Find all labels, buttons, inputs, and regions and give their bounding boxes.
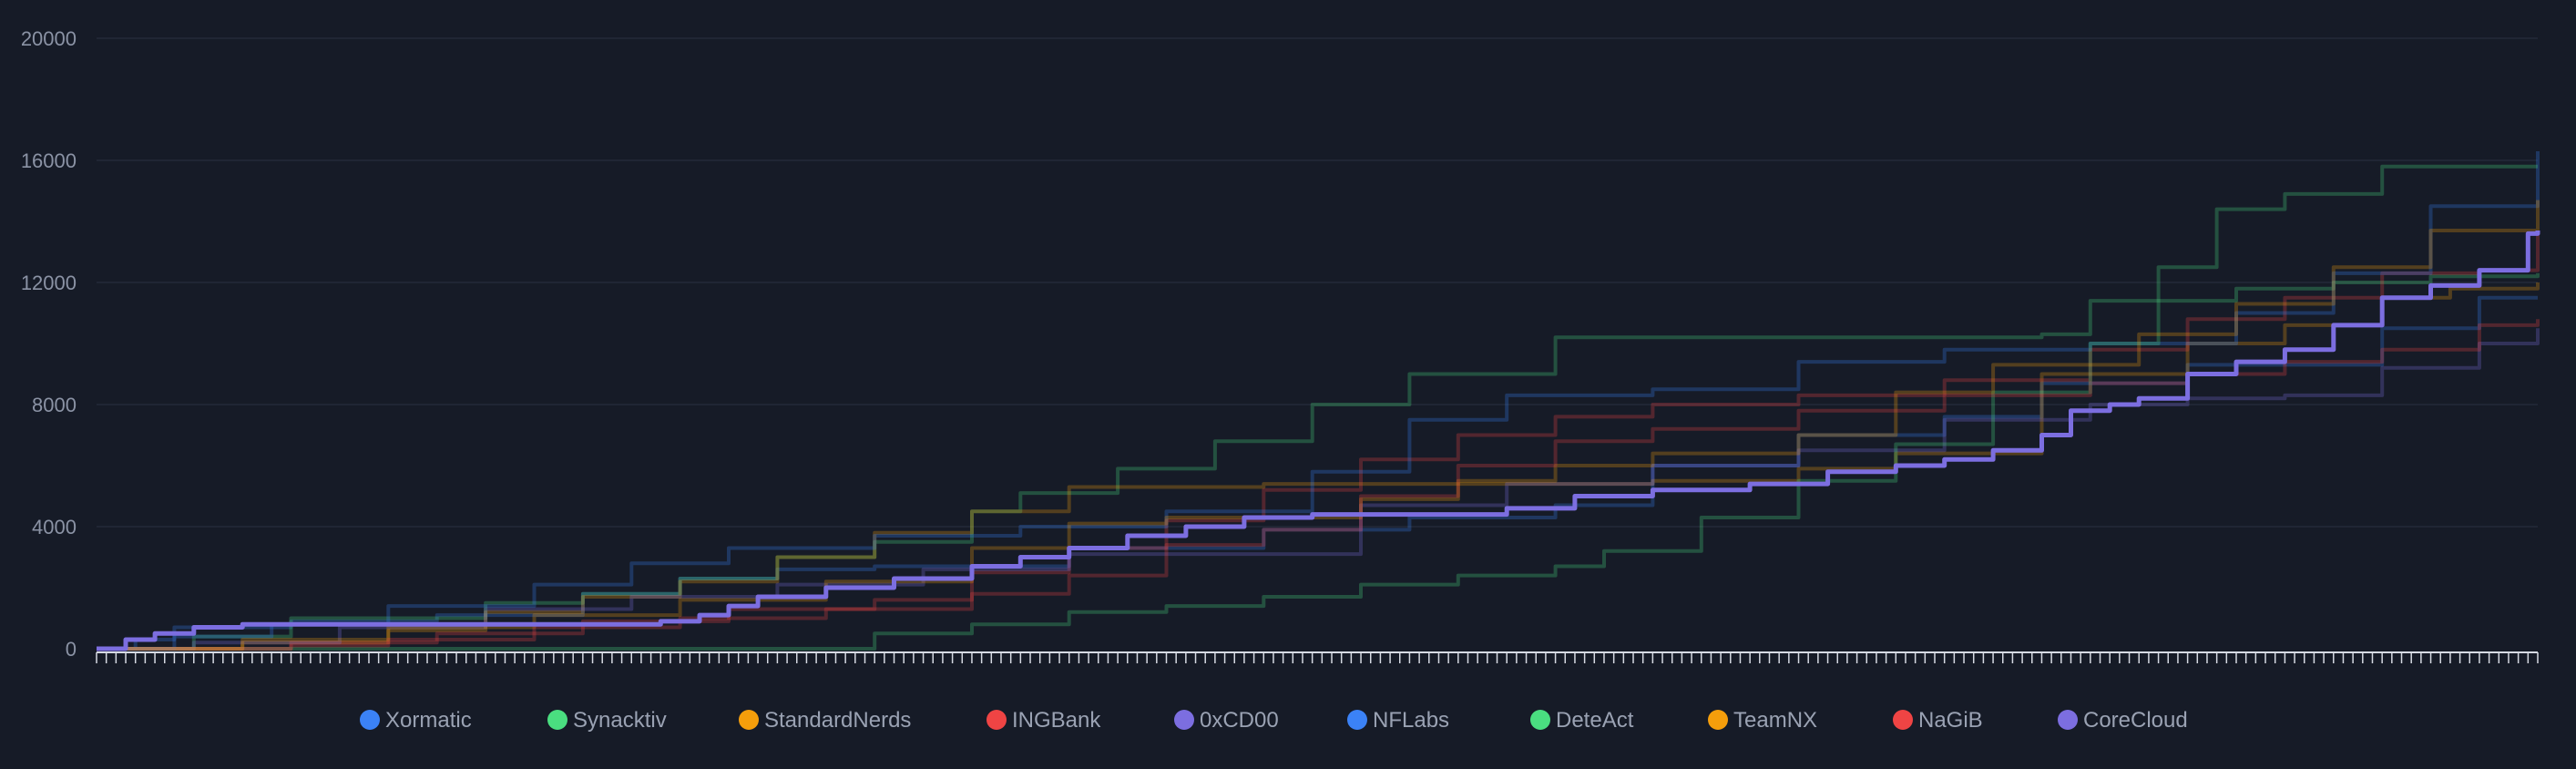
y-tick-label: 0	[66, 638, 77, 661]
legend-label: INGBank	[1012, 708, 1101, 733]
series-line-deteact[interactable]	[97, 167, 2538, 649]
series-line-synacktiv[interactable]	[97, 273, 2538, 649]
legend-item-deteact[interactable]: DeteAct	[1530, 708, 1634, 733]
legend-swatch	[547, 710, 567, 730]
legend-swatch	[360, 710, 380, 730]
legend-item-standardnerds[interactable]: StandardNerds	[739, 708, 911, 733]
gridlines	[97, 38, 2538, 527]
series-line-standardnerds[interactable]	[97, 282, 2538, 649]
legend-label: TeamNX	[1733, 708, 1817, 733]
series-lines	[97, 151, 2538, 649]
legend-swatch	[1708, 710, 1728, 730]
legend-label: NFLabs	[1373, 708, 1449, 733]
legend-label: DeteAct	[1556, 708, 1634, 733]
series-line-corecloud[interactable]	[97, 231, 2538, 649]
legend-swatch	[986, 710, 1007, 730]
y-tick-label: 20000	[21, 27, 77, 50]
legend-swatch	[1893, 710, 1913, 730]
legend-label: 0xCD00	[1200, 708, 1279, 733]
legend-item-0xcd00[interactable]: 0xCD00	[1174, 708, 1279, 733]
legend-label: Xormatic	[385, 708, 472, 733]
legend-item-nflabs[interactable]: NFLabs	[1347, 708, 1449, 733]
legend-item-corecloud[interactable]: CoreCloud	[2058, 708, 2188, 733]
legend-label: Synacktiv	[573, 708, 667, 733]
legend-item-nagib[interactable]: NaGiB	[1893, 708, 1983, 733]
legend-item-synacktiv[interactable]: Synacktiv	[547, 708, 667, 733]
series-line-ingbank[interactable]	[97, 231, 2538, 649]
legend-item-ingbank[interactable]: INGBank	[986, 708, 1101, 733]
y-tick-label: 16000	[21, 149, 77, 172]
legend-swatch	[1530, 710, 1550, 730]
legend-label: CoreCloud	[2083, 708, 2188, 733]
legend-item-xormatic[interactable]: Xormatic	[360, 708, 472, 733]
y-tick-label: 12000	[21, 272, 77, 294]
legend-label: StandardNerds	[764, 708, 911, 733]
x-axis-ticks	[97, 652, 2538, 663]
legend-label: NaGiB	[1918, 708, 1983, 733]
legend-item-teamnx[interactable]: TeamNX	[1708, 708, 1817, 733]
y-tick-label: 4000	[32, 516, 77, 538]
y-tick-label: 8000	[32, 394, 77, 416]
y-axis-tick-labels: 0 4000 8000 12000 16000 20000	[21, 27, 77, 661]
legend-swatch	[2058, 710, 2078, 730]
legend: Xormatic Synacktiv StandardNerds INGBank 0xC…	[360, 708, 2188, 733]
legend-swatch	[739, 710, 759, 730]
legend-swatch	[1174, 710, 1194, 730]
legend-swatch	[1347, 710, 1367, 730]
